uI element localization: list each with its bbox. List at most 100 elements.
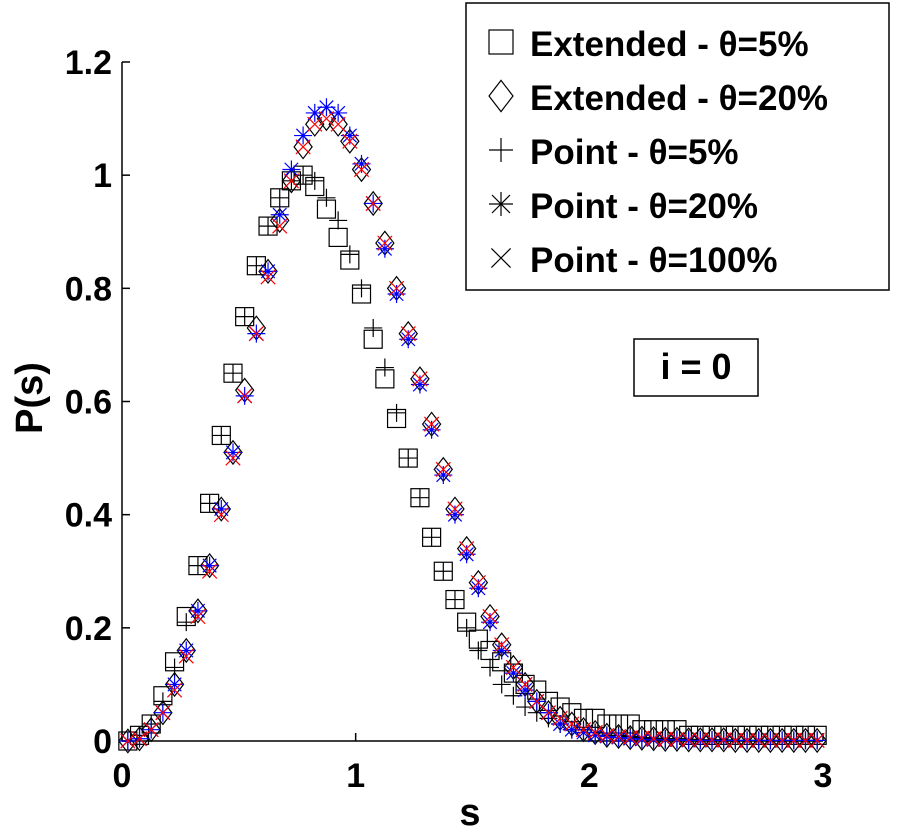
- data-point: [248, 325, 264, 342]
- data-point: [540, 705, 557, 721]
- data-point: [364, 318, 383, 337]
- data-point: [739, 732, 755, 749]
- data-point: [516, 681, 535, 700]
- data-point: [400, 325, 416, 342]
- x-tick-label: 1: [346, 757, 365, 795]
- annotation-text: i = 0: [660, 346, 731, 387]
- data-point: [178, 648, 194, 664]
- data-point: [621, 729, 640, 748]
- data-point: [457, 545, 476, 564]
- data-point: [223, 364, 242, 383]
- data-point: [716, 732, 732, 748]
- data-point: [692, 732, 708, 748]
- legend-marker-5: [490, 247, 512, 269]
- data-point: [293, 134, 313, 160]
- data-point: [786, 732, 802, 749]
- data-point: [410, 375, 429, 394]
- data-point: [164, 671, 185, 698]
- data-point: [597, 727, 616, 746]
- data-point: [797, 732, 814, 749]
- data-point: [131, 731, 148, 747]
- data-point: [305, 103, 324, 122]
- legend-marker-1: [488, 29, 514, 55]
- data-point: [609, 728, 628, 747]
- data-point: [809, 732, 825, 749]
- data-point: [492, 675, 511, 694]
- y-tick-label: 1: [93, 157, 112, 195]
- legend-label-2: Extended - θ=20%: [530, 79, 828, 118]
- legend-label-1: Extended - θ=5%: [530, 25, 809, 64]
- data-point: [447, 501, 463, 517]
- data-point: [632, 730, 651, 749]
- data-point: [318, 110, 335, 127]
- data-point: [375, 239, 394, 258]
- y-tick-label: 1.2: [65, 44, 112, 82]
- data-point: [564, 716, 580, 732]
- tick-labels: 0 1 2 3 0 0.2 0.4 0.6 0.8 1 1.2: [65, 44, 833, 795]
- data-point: [377, 235, 393, 251]
- data-point: [199, 552, 220, 579]
- data-point: [622, 729, 638, 746]
- data-point: [143, 722, 159, 738]
- data-point: [118, 728, 138, 754]
- data-point: [586, 726, 605, 745]
- data-point: [375, 358, 394, 377]
- data-point: [340, 126, 359, 145]
- legend-marker-4: [489, 192, 513, 216]
- data-point: [399, 449, 418, 468]
- data-point: [200, 556, 219, 575]
- data-marks: [118, 98, 827, 754]
- data-point: [294, 126, 313, 145]
- data-point: [351, 156, 372, 183]
- data-point: [259, 262, 278, 281]
- data-point: [645, 731, 662, 747]
- data-point: [295, 139, 311, 155]
- data-point: [260, 269, 276, 285]
- data-point: [223, 443, 242, 462]
- data-point: [423, 416, 440, 432]
- data-point: [269, 207, 290, 234]
- data-point: [634, 730, 650, 746]
- data-point: [457, 618, 476, 637]
- data-point: [165, 675, 184, 694]
- data-point: [505, 659, 522, 676]
- data-point: [644, 730, 663, 749]
- data-point: [387, 284, 406, 303]
- legend-label-4: Point - θ=20%: [530, 187, 758, 226]
- data-point: [305, 111, 325, 137]
- x-tick-label: 0: [113, 757, 132, 795]
- y-axis-label: P(s): [9, 362, 51, 434]
- data-point: [807, 727, 827, 754]
- data-point: [387, 403, 406, 422]
- legend-marker-3: [489, 138, 513, 162]
- data-point: [657, 731, 673, 747]
- legend-frame: [465, 2, 890, 291]
- data-point: [587, 724, 603, 741]
- x-tick-label: 2: [580, 757, 599, 795]
- data-point: [459, 540, 475, 557]
- data-point: [235, 307, 254, 326]
- data-point: [410, 488, 429, 507]
- data-point: [610, 728, 627, 745]
- data-point: [281, 168, 302, 194]
- data-point: [352, 279, 371, 298]
- x-tick-label: 3: [814, 757, 833, 795]
- data-point: [435, 461, 451, 478]
- data-point: [307, 116, 323, 132]
- data-point: [190, 608, 206, 625]
- data-point: [517, 676, 533, 693]
- data-point: [211, 496, 232, 522]
- data-point: [445, 505, 464, 524]
- data-point: [176, 637, 197, 664]
- data-point: [388, 280, 405, 296]
- data-point: [317, 98, 336, 117]
- data-point: [762, 732, 779, 749]
- data-point: [212, 426, 231, 445]
- data-point: [328, 111, 348, 137]
- data-point: [552, 710, 568, 726]
- data-point: [445, 590, 464, 609]
- data-point: [492, 641, 511, 660]
- data-point: [469, 579, 488, 598]
- data-point: [258, 258, 278, 285]
